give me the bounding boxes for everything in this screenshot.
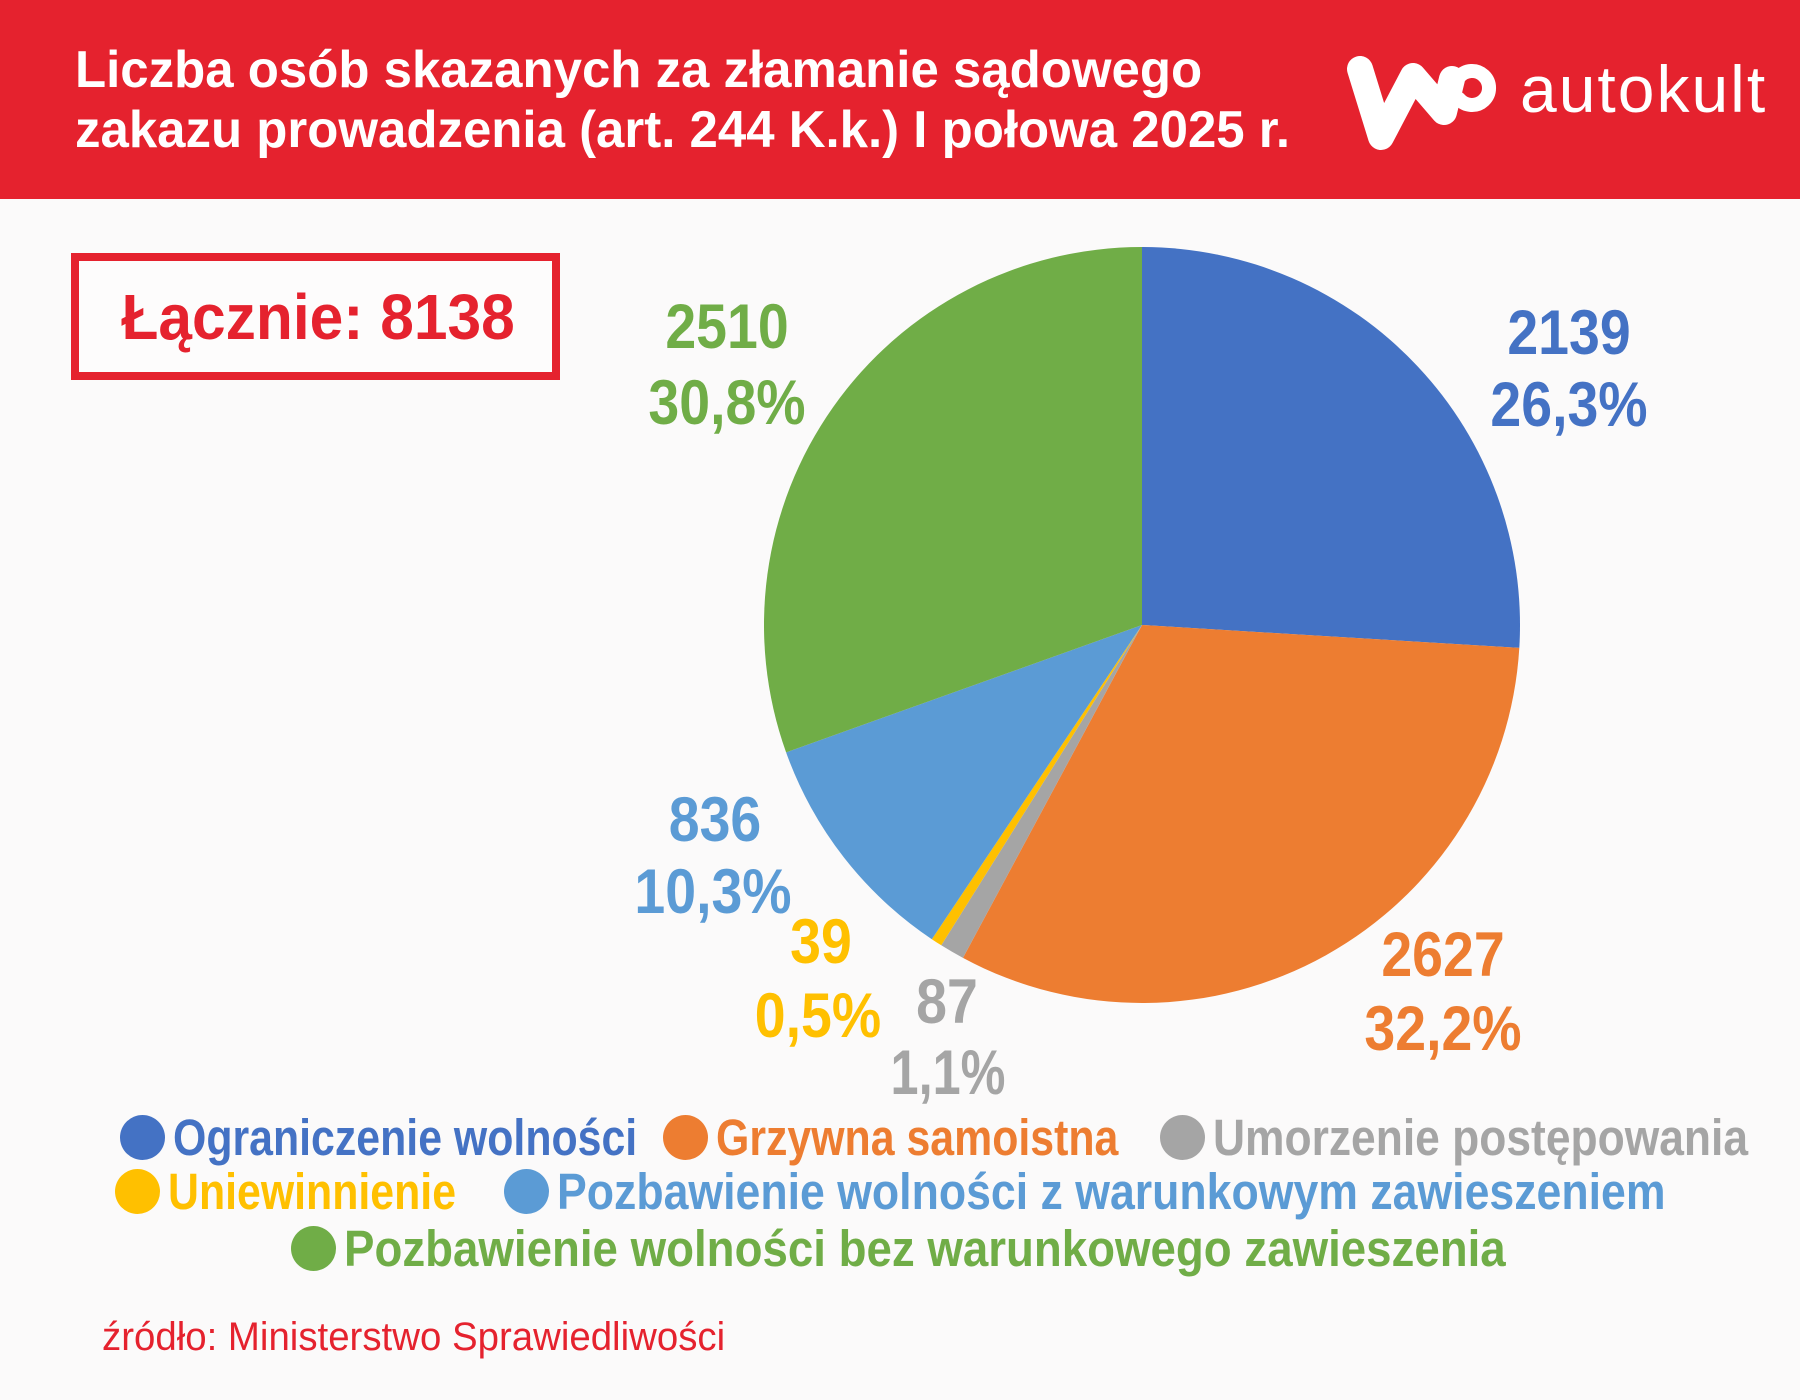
svg-text:autokult: autokult — [1520, 52, 1767, 126]
